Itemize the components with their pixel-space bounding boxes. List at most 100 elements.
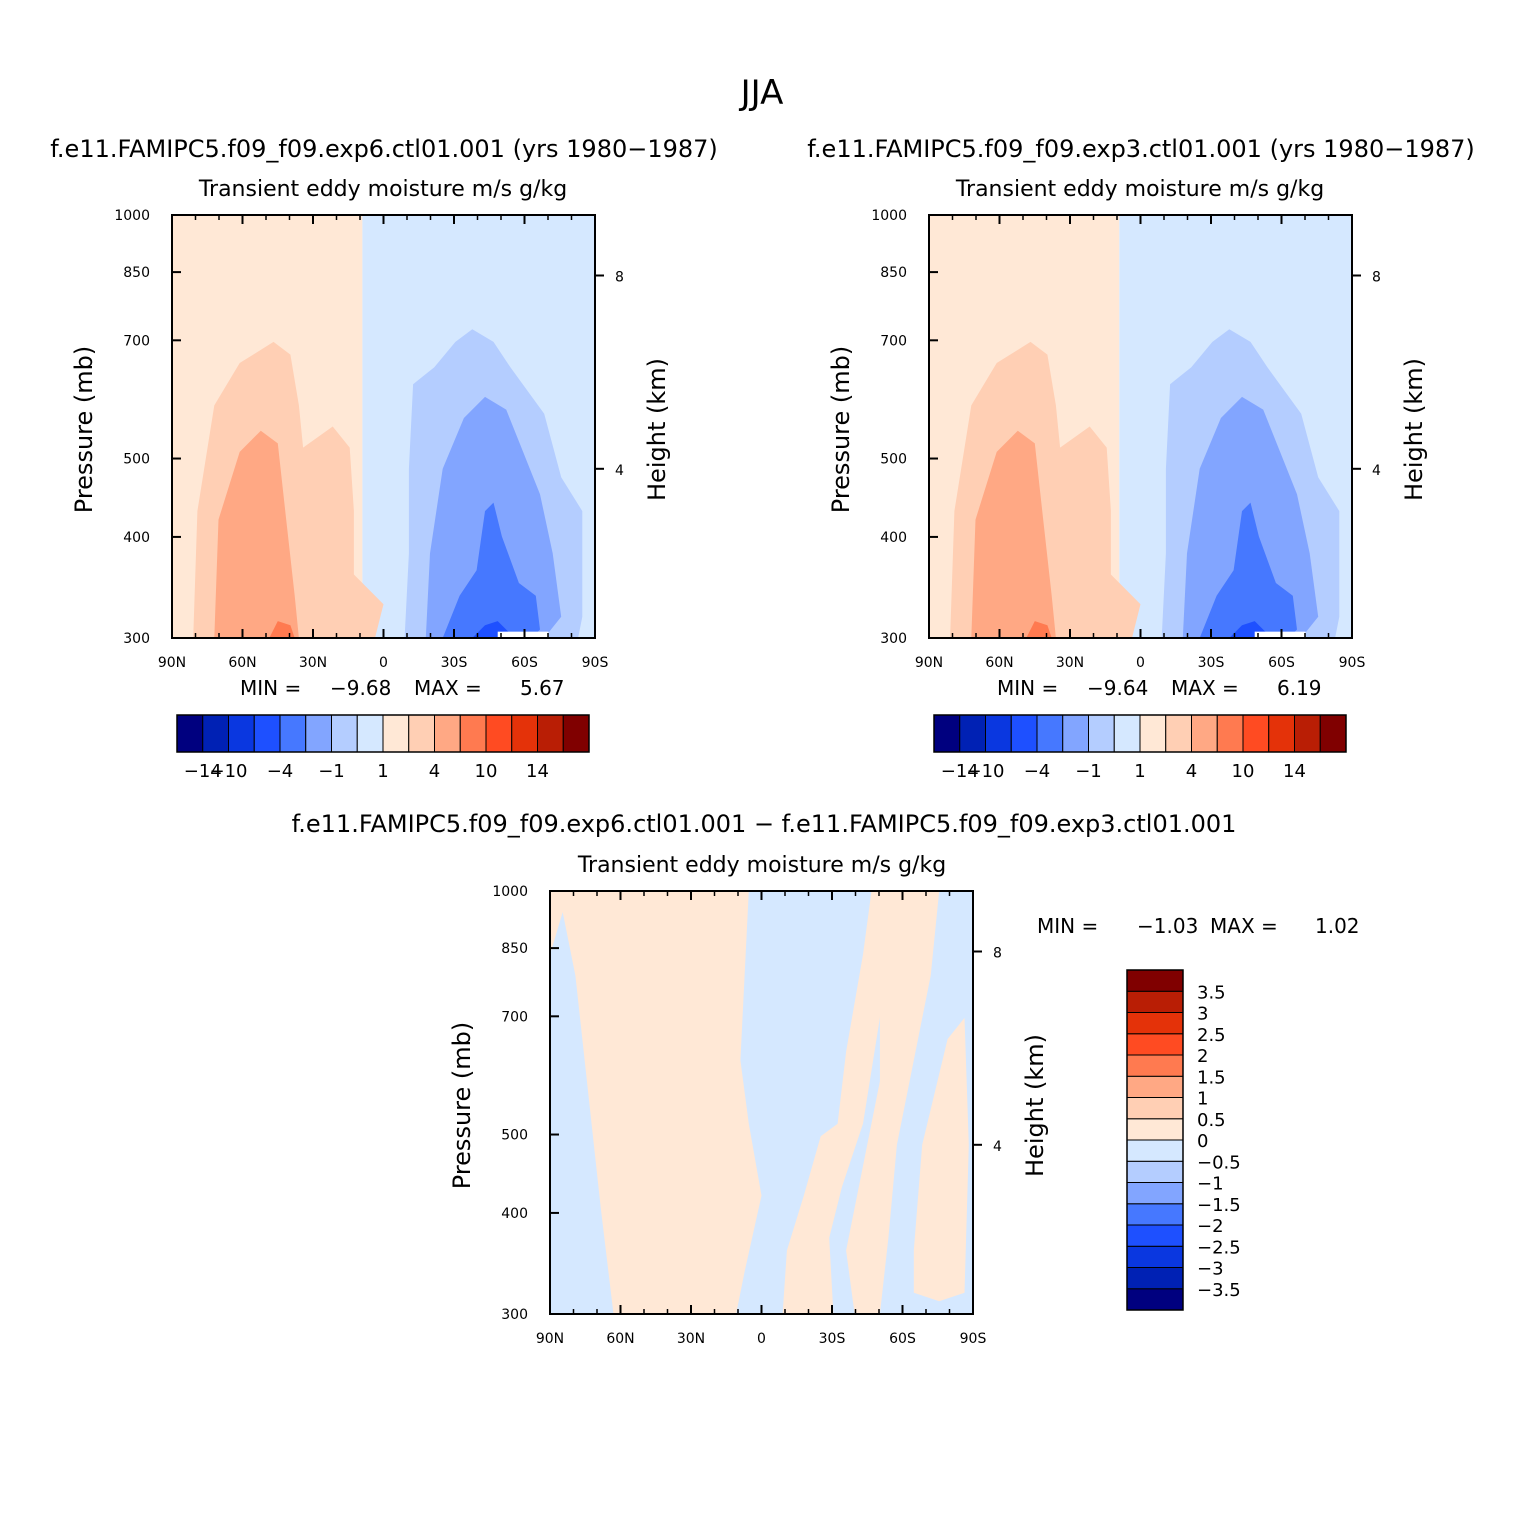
panel-right-colorbar-box [1036, 714, 1064, 753]
panel-left-ytick-label: 500 [123, 452, 150, 468]
panel-left-ytick-label: 850 [123, 265, 150, 281]
panel-diff-ytick-label: 700 [501, 1009, 528, 1025]
panel-right-xtick-label: 60S [1268, 655, 1295, 671]
panel-left-contour-pos-2 [214, 430, 299, 638]
panel-diff-colorbar-box [1126, 1288, 1184, 1311]
panel-right-colorbar-frame [933, 714, 1347, 753]
panel-diff-contour-pos-2 [782, 891, 889, 1314]
panel-right-colorbar-label: 10 [1232, 761, 1255, 782]
panel-left: 90N 60N 30N 0 30S 60S 90S 300 400 500 700 850 1000 8 4… [50, 135, 718, 782]
panel-left-title: f.e11.FAMIPC5.f09_f09.exp6.ctl01.001 (yr… [50, 135, 718, 163]
panel-right-ytick-label: 300 [880, 631, 907, 647]
panel-diff-colorbar-label: 1.5 [1197, 1067, 1226, 1088]
panel-diff-colorbar-frame [1126, 969, 1184, 1311]
panel-left-xtick-label: 30S [441, 655, 468, 671]
panel-diff-colorbar-box [1126, 1054, 1184, 1077]
panel-right-xtick-label: 30N [1056, 655, 1084, 671]
panel-diff-xtick-label: 30N [677, 1331, 705, 1347]
panel-left-contour-pos-3 [269, 621, 295, 638]
panel-diff-ytick-label: 500 [501, 1128, 528, 1144]
panel-right-missing-data [1254, 631, 1306, 638]
panel-left-missing-data [497, 631, 549, 638]
panel-diff-colorbar-box [1126, 1267, 1184, 1290]
panel-right-colorbar-label: −4 [1024, 761, 1051, 782]
panel-left-colorbar-box [305, 714, 332, 753]
panel-diff-contour-pos-3 [846, 891, 940, 1314]
panel-left-colorbar-box [485, 714, 513, 753]
panel-left-colorbar-box [176, 714, 204, 753]
panel-right-xtick-label: 90N [915, 655, 943, 671]
panel-diff-ylabel: Pressure (mb) [448, 1022, 476, 1189]
panel-diff-colorbar-label: 2.5 [1197, 1025, 1226, 1046]
panel-diff-colorbar-box [1126, 969, 1184, 992]
panel-diff-colorbar-box [1126, 1182, 1184, 1205]
panel-right-colorbar-label: −10 [967, 761, 1005, 782]
panel-left-colorbar-label: 4 [429, 761, 440, 782]
panel-diff-colorbar-label: 0.5 [1197, 1110, 1226, 1131]
panel-right-colorbar-box [933, 714, 961, 753]
panel-left-max-value: 5.67 [520, 676, 565, 700]
panel-right-colorbar-box [1242, 714, 1270, 753]
panel-diff-colorbar-label: 3 [1197, 1004, 1208, 1025]
panel-right-colorbar-box [1062, 714, 1089, 753]
panel-left-colorbar-label: 10 [475, 761, 498, 782]
panel-right-ytick-label: 1000 [871, 208, 907, 224]
panel-diff-ytick-label: 850 [501, 941, 528, 957]
panel-diff-xtick-label: 60N [606, 1331, 634, 1347]
panel-left-subtitle: Transient eddy moisture m/s g/kg [198, 177, 567, 202]
panel-diff-ytick-label: 300 [501, 1307, 528, 1323]
panel-right-ylabel: Pressure (mb) [827, 346, 855, 513]
panel-right-field [929, 215, 1352, 638]
panel-diff-colorbar-box [1126, 1075, 1184, 1098]
panel-diff-y2tick-label: 4 [993, 1139, 1002, 1155]
panel-left-colorbar-label: 14 [526, 761, 549, 782]
panel-diff-colorbar-label: 2 [1197, 1046, 1208, 1067]
panel-right-min-label: MIN = [997, 676, 1058, 700]
panel-diff-contour-pos-4 [913, 1017, 969, 1302]
panel-left-colorbar-box [562, 714, 590, 753]
panel-left-ylabel: Pressure (mb) [70, 346, 98, 513]
panel-diff-colorbar-box [1126, 1012, 1184, 1035]
panel-diff-colorbar-box [1126, 1203, 1184, 1226]
panel-right-y2tick-label: 4 [1372, 463, 1381, 479]
panel-diff-colorbar: 3.532.521.510.50−0.5−1−1.5−2−2.5−3−3.5 [1126, 969, 1241, 1311]
panel-left-ytick-label: 700 [123, 333, 150, 349]
panel-diff-subtitle: Transient eddy moisture m/s g/kg [577, 853, 946, 878]
panel-left-colorbar-box [459, 714, 487, 753]
panel-right-ytick-label: 500 [880, 452, 907, 468]
panel-right-colorbar-box [1294, 714, 1321, 753]
panel-diff-xtick-label: 30S [819, 1331, 846, 1347]
panel-right-ytick-label: 850 [880, 265, 907, 281]
panel-diff-min-value: −1.03 [1137, 914, 1198, 938]
panel-left-colorbar-box [279, 714, 307, 753]
panel-right-colorbar-box [959, 714, 986, 753]
panel-right: 90N 60N 30N 0 30S 60S 90S 300 400 500 700 850 1000 8 4… [807, 135, 1475, 782]
panel-right-colorbar-box [1268, 714, 1295, 753]
panel-right-colorbar-box [1139, 714, 1167, 753]
panel-right-colorbar-box [1113, 714, 1141, 753]
panel-left-min-value: −9.68 [330, 676, 391, 700]
panel-left-xtick-label: 60N [228, 655, 256, 671]
panel-right-subtitle: Transient eddy moisture m/s g/kg [955, 177, 1324, 202]
panel-left-colorbar-box [202, 714, 229, 753]
panel-left-colorbar-box [382, 714, 410, 753]
panel-left-ytick-label: 1000 [114, 208, 150, 224]
panel-left-colorbar-box [331, 714, 358, 753]
panel-diff-colorbar-label: 0 [1197, 1131, 1208, 1152]
panel-right-colorbar-box [1010, 714, 1038, 753]
panel-right-max-label: MAX = [1171, 676, 1239, 700]
panel-right-colorbar-box [1088, 714, 1115, 753]
panel-left-colorbar-box [511, 714, 538, 753]
panel-right-colorbar-label: −14 [941, 761, 979, 782]
panel-right-xtick-label: 30S [1198, 655, 1225, 671]
panel-right-colorbar-box [1165, 714, 1192, 753]
panel-right-colorbar-label: −1 [1075, 761, 1102, 782]
panel-right-y2label: Height (km) [1400, 358, 1428, 501]
panel-right-colorbar-label: 1 [1134, 761, 1145, 782]
panel-left-colorbar: −14−10 −4 −1 1 4 10 14 [176, 714, 590, 782]
panel-diff-colorbar-box [1126, 1033, 1184, 1056]
panel-diff-field [550, 891, 973, 1314]
panel-diff-max-label: MAX = [1210, 914, 1278, 938]
panel-left-ytick-label: 300 [123, 631, 150, 647]
